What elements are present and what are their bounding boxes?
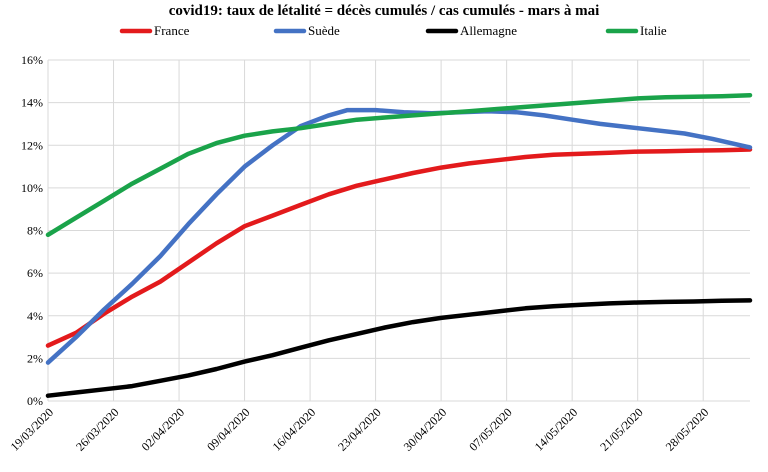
series-line-france [45,147,753,348]
x-tick-label: 09/04/2020 [204,405,253,454]
x-tick-label: 28/05/2020 [663,405,712,454]
y-tick-label: 6% [27,266,43,280]
plot-area [45,92,753,398]
x-tick-label: 30/04/2020 [401,405,450,454]
x-tick-label: 14/05/2020 [532,405,581,454]
legend-label: Italie [640,23,667,38]
x-tick-label: 21/05/2020 [597,405,646,454]
legend-label: Allemagne [460,23,517,38]
series-line-suède [45,107,753,365]
x-tick-label: 02/04/2020 [139,405,188,454]
y-tick-label: 4% [27,309,43,323]
series-line-italie [45,92,753,238]
x-axis: 19/03/2020 26/03/2020 02/04/2020 09/04/2020… [8,405,712,454]
y-axis: 0% 2% 4% 6% 8% 10% 12% 14% 16% [21,53,43,408]
legend-label: Suède [308,23,340,38]
series-line-allemagne [45,298,753,398]
y-tick-label: 10% [21,181,43,195]
y-tick-label: 12% [21,138,43,152]
x-tick-label: 16/04/2020 [270,405,319,454]
y-tick-label: 16% [21,53,43,67]
x-tick-label: 19/03/2020 [8,405,57,454]
x-tick-label: 26/03/2020 [73,405,122,454]
legend: France Suède Allemagne Italie [119,23,667,38]
x-tick-label: 07/05/2020 [466,405,515,454]
y-tick-label: 0% [27,394,43,408]
y-tick-label: 8% [27,224,43,238]
y-tick-label: 14% [21,96,43,110]
chart-title: covid19: taux de létalité = décès cumulé… [169,3,600,19]
y-tick-label: 2% [27,351,43,365]
x-tick-label: 23/04/2020 [335,405,384,454]
legend-label: France [154,23,190,38]
